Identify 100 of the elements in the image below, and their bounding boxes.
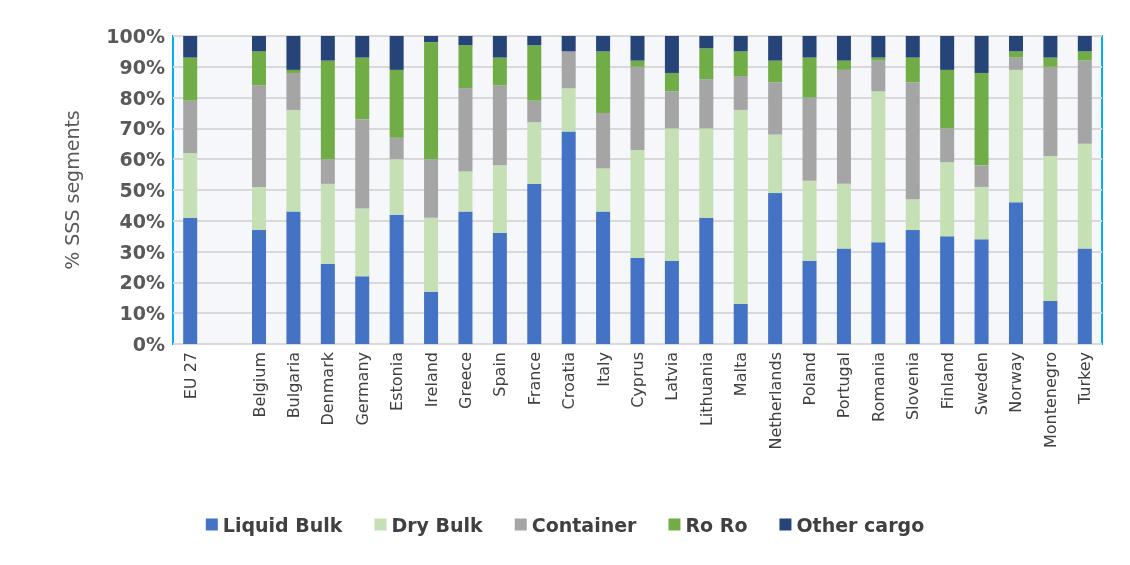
bar xyxy=(458,171,473,212)
x-tick-label: France xyxy=(524,352,544,406)
bar xyxy=(940,69,955,129)
bar xyxy=(871,36,886,58)
x-tick-label: Montenegro xyxy=(1040,352,1060,449)
y-tick-label: 30% xyxy=(119,240,165,263)
y-tick-label: 100% xyxy=(106,25,165,47)
bar xyxy=(733,303,748,344)
bar xyxy=(940,162,955,237)
bar xyxy=(183,100,198,154)
bar xyxy=(664,260,679,344)
x-tick-label: Portugal xyxy=(834,352,854,419)
bar xyxy=(1043,36,1058,58)
bar xyxy=(527,36,542,46)
y-tick-label: 40% xyxy=(119,209,165,232)
x-tick-label: Lithuania xyxy=(696,352,716,427)
x-tick-label: Malta xyxy=(731,352,751,397)
bar xyxy=(836,183,851,249)
bar xyxy=(699,128,714,218)
bar xyxy=(492,57,507,86)
x-tick-label: Estonia xyxy=(387,352,407,411)
bar xyxy=(1077,36,1092,52)
bar xyxy=(492,233,507,344)
bar xyxy=(940,128,955,163)
bar xyxy=(183,36,198,58)
bar xyxy=(1043,300,1058,344)
bar xyxy=(355,36,370,58)
bar xyxy=(355,208,370,277)
bar xyxy=(871,57,886,61)
bar xyxy=(905,57,920,83)
bar xyxy=(183,153,198,218)
x-tick-label: Slovenia xyxy=(903,352,923,421)
bar xyxy=(389,137,404,160)
bar xyxy=(252,186,267,231)
bar xyxy=(183,57,198,101)
bar xyxy=(974,239,989,344)
x-tick-label: Romania xyxy=(868,352,888,422)
bar xyxy=(1077,143,1092,249)
x-tick-label: Turkey xyxy=(1075,352,1095,406)
bar xyxy=(699,79,714,129)
bar xyxy=(1008,57,1023,70)
x-tick-label: Bulgaria xyxy=(283,352,303,419)
bar xyxy=(940,36,955,70)
x-tick-label: Belgium xyxy=(249,352,269,418)
bar xyxy=(699,36,714,49)
bar xyxy=(664,91,679,129)
bar xyxy=(664,36,679,73)
bar xyxy=(286,69,301,73)
bar xyxy=(561,131,576,344)
bar xyxy=(424,36,439,43)
bar xyxy=(424,291,439,344)
bar xyxy=(1043,57,1058,67)
bar xyxy=(561,51,576,89)
bar xyxy=(561,88,576,132)
bar xyxy=(768,60,783,83)
bar xyxy=(630,60,645,67)
bar xyxy=(733,109,748,304)
x-tick-label: Finland xyxy=(937,352,957,410)
bar xyxy=(630,66,645,150)
bar xyxy=(768,36,783,61)
bar xyxy=(424,217,439,292)
bar xyxy=(286,36,301,70)
legend-label: Liquid Bulk xyxy=(222,513,343,536)
bar xyxy=(320,60,335,160)
bar xyxy=(768,193,783,344)
bar xyxy=(802,180,817,261)
x-tick-label: Norway xyxy=(1006,352,1026,413)
bar xyxy=(733,76,748,110)
x-tick-label: Sweden xyxy=(972,352,992,416)
bar xyxy=(1008,69,1023,203)
bar xyxy=(871,60,886,92)
bar xyxy=(1043,66,1058,157)
bar xyxy=(355,119,370,209)
y-tick-label: 60% xyxy=(119,148,165,171)
bar xyxy=(527,183,542,344)
bar xyxy=(974,165,989,187)
x-tick-label: Croatia xyxy=(559,352,579,410)
y-tick-label: 70% xyxy=(119,117,165,140)
y-tick-label: 10% xyxy=(119,302,165,325)
bar xyxy=(458,36,473,46)
bar xyxy=(561,36,576,52)
y-tick-label: 80% xyxy=(119,86,165,109)
y-tick-label: 0% xyxy=(132,333,165,355)
legend-label: Container xyxy=(531,513,638,536)
bar xyxy=(905,230,920,344)
bar xyxy=(836,69,851,184)
bar xyxy=(871,242,886,344)
bar xyxy=(768,82,783,135)
bar xyxy=(836,248,851,344)
bar xyxy=(836,60,851,70)
x-tick-label: Poland xyxy=(800,352,820,406)
bar xyxy=(1077,60,1092,144)
bar xyxy=(1008,202,1023,344)
bar xyxy=(802,57,817,98)
bar xyxy=(1077,248,1092,344)
bar xyxy=(1008,51,1023,58)
bar xyxy=(492,36,507,58)
bar xyxy=(527,100,542,123)
bar xyxy=(320,183,335,264)
bar xyxy=(596,36,611,52)
